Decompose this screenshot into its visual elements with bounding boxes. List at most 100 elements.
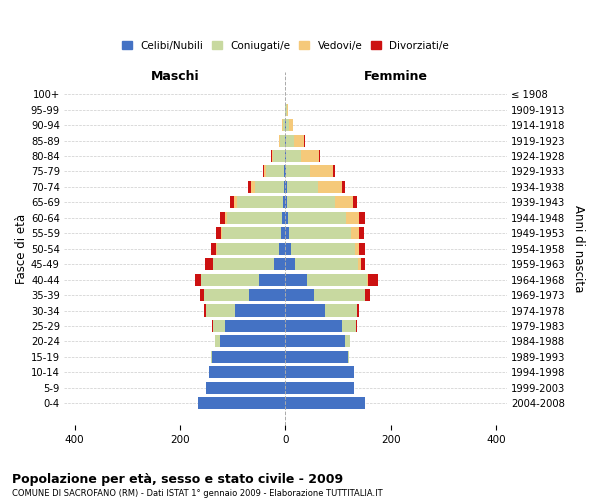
Bar xyxy=(284,181,286,193)
Bar xyxy=(286,320,343,332)
Bar xyxy=(195,274,201,285)
Bar xyxy=(237,196,283,208)
Bar xyxy=(359,227,364,239)
Bar xyxy=(318,181,342,193)
Bar xyxy=(212,320,213,332)
Bar xyxy=(211,351,212,363)
Bar xyxy=(286,274,307,285)
Bar xyxy=(272,150,274,162)
Bar xyxy=(346,212,359,224)
Bar xyxy=(286,104,287,116)
Bar xyxy=(220,212,226,224)
Bar xyxy=(286,304,325,316)
Bar xyxy=(216,227,221,239)
Bar xyxy=(283,119,285,131)
Bar xyxy=(307,274,367,285)
Bar xyxy=(358,258,361,270)
Bar xyxy=(280,134,285,146)
Bar xyxy=(283,196,286,208)
Bar xyxy=(286,150,301,162)
Bar xyxy=(274,258,286,270)
Bar xyxy=(356,304,359,316)
Bar xyxy=(286,258,295,270)
Bar xyxy=(264,166,266,177)
Bar xyxy=(286,166,310,177)
Bar xyxy=(291,242,355,254)
Bar xyxy=(361,258,365,270)
Bar xyxy=(289,119,293,131)
Text: Popolazione per età, sesso e stato civile - 2009: Popolazione per età, sesso e stato civil… xyxy=(12,472,343,486)
Bar xyxy=(279,242,286,254)
Bar xyxy=(286,382,354,394)
Bar xyxy=(199,397,286,409)
Bar xyxy=(206,304,235,316)
Y-axis label: Anni di nascita: Anni di nascita xyxy=(572,205,585,292)
Bar xyxy=(288,212,346,224)
Bar xyxy=(347,351,349,363)
Bar xyxy=(259,274,286,285)
Bar xyxy=(200,289,204,301)
Bar xyxy=(211,242,217,254)
Bar xyxy=(365,289,370,301)
Bar xyxy=(355,242,359,254)
Bar xyxy=(213,258,274,270)
Bar xyxy=(301,150,319,162)
Bar xyxy=(286,227,289,239)
Bar xyxy=(248,289,286,301)
Bar xyxy=(284,166,286,177)
Bar xyxy=(289,227,351,239)
Bar xyxy=(226,212,227,224)
Bar xyxy=(310,166,334,177)
Bar xyxy=(230,196,235,208)
Bar xyxy=(319,150,320,162)
Bar xyxy=(286,212,288,224)
Bar xyxy=(367,274,368,285)
Bar xyxy=(209,366,286,378)
Bar xyxy=(206,382,286,394)
Bar xyxy=(204,289,248,301)
Bar xyxy=(235,196,237,208)
Text: Femmine: Femmine xyxy=(364,70,428,84)
Bar xyxy=(286,196,287,208)
Bar xyxy=(359,242,365,254)
Text: COMUNE DI SACROFANO (RM) - Dati ISTAT 1° gennaio 2009 - Elaborazione TUTTITALIA.: COMUNE DI SACROFANO (RM) - Dati ISTAT 1°… xyxy=(12,489,383,498)
Bar xyxy=(343,320,356,332)
Bar xyxy=(281,227,286,239)
Bar xyxy=(255,181,284,193)
Bar xyxy=(213,320,225,332)
Bar xyxy=(286,289,314,301)
Bar xyxy=(217,242,279,254)
Bar xyxy=(295,258,358,270)
Bar xyxy=(286,181,287,193)
Bar xyxy=(220,336,286,347)
Y-axis label: Fasce di età: Fasce di età xyxy=(15,214,28,284)
Bar xyxy=(342,181,344,193)
Bar xyxy=(215,336,220,347)
Bar xyxy=(286,134,294,146)
Bar xyxy=(222,227,281,239)
Bar xyxy=(286,351,347,363)
Bar xyxy=(294,134,304,146)
Bar xyxy=(286,336,344,347)
Bar xyxy=(314,289,365,301)
Bar xyxy=(266,166,284,177)
Bar xyxy=(221,227,222,239)
Bar xyxy=(334,166,335,177)
Bar xyxy=(325,304,356,316)
Bar xyxy=(335,196,353,208)
Bar xyxy=(251,181,255,193)
Text: Maschi: Maschi xyxy=(151,70,199,84)
Bar xyxy=(287,181,318,193)
Bar xyxy=(263,166,264,177)
Bar xyxy=(204,304,206,316)
Bar xyxy=(286,366,354,378)
Bar xyxy=(278,134,280,146)
Bar xyxy=(248,181,251,193)
Bar xyxy=(283,212,286,224)
Bar xyxy=(359,212,365,224)
Bar xyxy=(286,397,365,409)
Bar xyxy=(205,258,213,270)
Bar xyxy=(235,304,286,316)
Bar xyxy=(286,242,291,254)
Bar xyxy=(286,119,289,131)
